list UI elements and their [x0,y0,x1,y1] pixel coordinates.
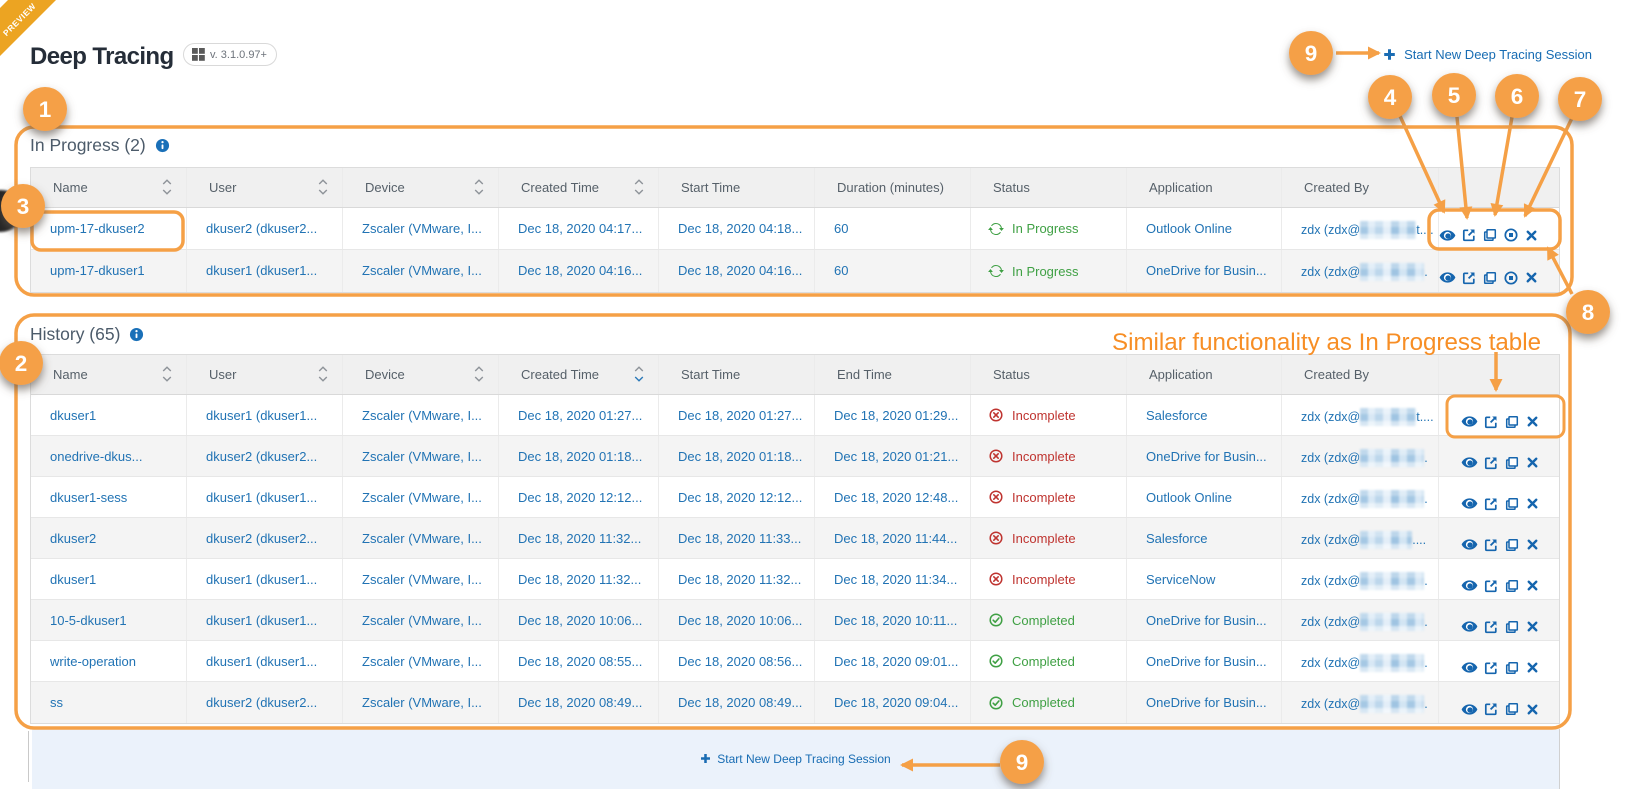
svg-text:9: 9 [1305,41,1318,66]
svg-text:7: 7 [1574,87,1587,112]
svg-text:4: 4 [1384,85,1397,110]
svg-text:6: 6 [1511,84,1524,109]
svg-text:1: 1 [39,97,52,122]
svg-text:3: 3 [17,194,30,219]
svg-text:Similar functionality as In Pr: Similar functionality as In Progress tab… [1112,329,1541,356]
svg-text:8: 8 [1582,300,1595,325]
svg-text:2: 2 [15,351,28,376]
svg-text:5: 5 [1448,83,1461,108]
